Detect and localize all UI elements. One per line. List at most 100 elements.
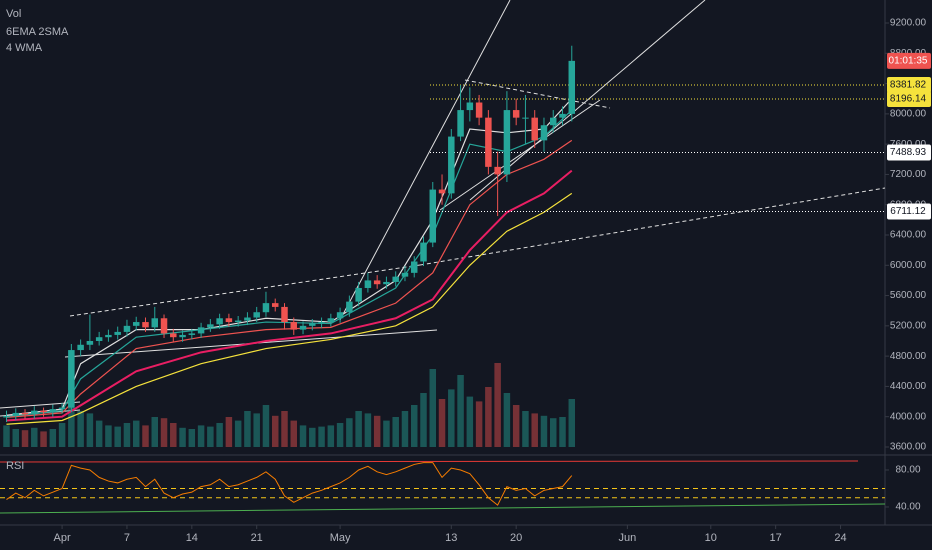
volume-bar [512, 405, 520, 447]
candle-body [549, 117, 557, 126]
candle-body [568, 60, 576, 114]
candle-body [132, 322, 140, 326]
volume-bar [494, 363, 501, 447]
volume-bar [522, 411, 529, 447]
candle-body [86, 340, 94, 345]
moving-average [6, 169, 573, 422]
x-tick-label: 14 [186, 532, 198, 544]
volume-bar [160, 418, 168, 447]
volume-bar [197, 425, 205, 447]
trend-line [339, 0, 511, 321]
volume-bar [327, 425, 335, 447]
x-tick-label: May [330, 532, 351, 544]
candle-body [21, 412, 29, 415]
level-label: 8196.14 [890, 94, 927, 105]
y-tick-label: 4400.00 [890, 381, 927, 392]
level-label-box [887, 203, 931, 220]
candle-body [522, 117, 529, 119]
candle-body [290, 322, 298, 330]
y-tick-label: 5600.00 [890, 290, 927, 301]
candle-body [68, 350, 75, 408]
candle-body [512, 110, 520, 118]
rsi-tick-label: 80.00 [895, 465, 920, 476]
rsi-label: RSI [6, 460, 24, 472]
candle-body [392, 276, 399, 282]
x-tick-label: Apr [54, 532, 71, 544]
volume-bar [318, 426, 325, 447]
x-tick-label: 7 [124, 532, 130, 544]
volume-bar [346, 418, 353, 447]
candle-body [142, 322, 149, 328]
candle-body [95, 337, 103, 341]
volume-bar [58, 423, 66, 447]
volume-bar [281, 411, 288, 447]
candle-body [179, 334, 186, 338]
indicator-label: 4 WMA [6, 42, 43, 54]
volume-bar [188, 429, 196, 447]
candle-body [309, 323, 316, 326]
candle-body [373, 280, 381, 285]
volume-bar [559, 417, 566, 447]
candle-body [410, 261, 418, 273]
candle-body [475, 102, 483, 118]
volume-bar [234, 420, 242, 447]
candle-body [457, 110, 464, 137]
candle-body [336, 312, 344, 319]
level-label: 8381.82 [890, 80, 927, 91]
y-tick-label: 7200.00 [890, 169, 927, 180]
volume-bar [3, 425, 10, 447]
y-tick-label: 9200.00 [890, 18, 927, 29]
volume-bar [364, 413, 372, 447]
candle-body [281, 306, 288, 323]
moving-average [6, 192, 573, 425]
candle-body [216, 318, 223, 325]
x-tick-label: 21 [251, 532, 263, 544]
candle-body [160, 318, 168, 334]
candle-body [114, 331, 121, 335]
volume-bar [448, 389, 455, 447]
level-label-box [887, 91, 931, 108]
y-tick-label: 5200.00 [890, 320, 927, 331]
candle-body [262, 303, 270, 313]
volume-bar [438, 399, 446, 447]
candle-body [448, 136, 455, 194]
candle-body [401, 272, 409, 277]
candle-body [207, 324, 214, 328]
volume-bar [429, 369, 437, 447]
volume-bar [457, 375, 464, 447]
level-label: 7488.93 [890, 147, 927, 158]
x-tick-label: Jun [619, 532, 637, 544]
candle-body [327, 318, 335, 323]
x-tick-label: 13 [445, 532, 457, 544]
candle-body [31, 410, 38, 415]
y-tick-label: 7600.00 [890, 139, 927, 150]
level-label-box [887, 76, 931, 93]
candle-body [188, 333, 196, 335]
volume-bar [401, 411, 409, 447]
volume-bar [410, 405, 418, 447]
level-label-box [887, 144, 931, 161]
candle-body [170, 333, 177, 338]
rsi-line [6, 462, 573, 506]
volume-bar [207, 426, 214, 447]
volume-bar [132, 420, 140, 447]
candle-body [559, 113, 566, 118]
volume-bar [420, 393, 427, 447]
candle-body [355, 287, 362, 302]
candle-body [466, 102, 474, 111]
volume-bar [170, 423, 177, 447]
candle-body [234, 320, 242, 323]
volume-bar [86, 413, 94, 447]
candle-body [58, 407, 66, 410]
volume-bar [336, 423, 344, 447]
candle-body [540, 125, 548, 141]
volume-bar [299, 425, 307, 447]
candle-body [383, 281, 390, 285]
rsi-upper-line [0, 460, 859, 463]
indicator-label: Vol [6, 8, 21, 20]
volume-bar [244, 411, 251, 447]
volume-bar [262, 405, 270, 447]
y-tick-label: 8000.00 [890, 109, 927, 120]
